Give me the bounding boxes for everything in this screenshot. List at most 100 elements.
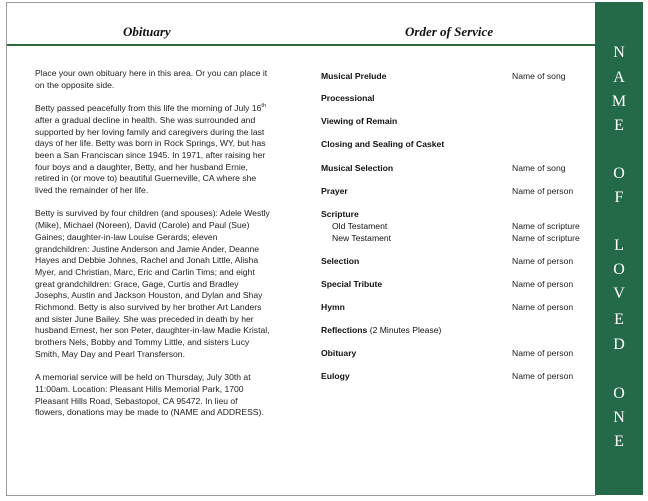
service-item-value: Name of person [512, 371, 574, 381]
name-letter: E [614, 311, 624, 328]
text-line: Josephs, Austin and Jackson Houston, and… [35, 290, 263, 301]
service-item-label: Scripture [321, 208, 359, 220]
service-item-label: Prayer [321, 185, 348, 197]
text-line: husband Ernest, her son Peter, daughter-… [35, 325, 270, 336]
text-line: Hayes and Debbie Johnes, Rachel and Jona… [35, 255, 259, 266]
obituary-paragraph: Place your own obituary here in this are… [35, 68, 295, 91]
label-text: Hymn [321, 302, 345, 312]
service-item: Scripture [321, 208, 591, 220]
text-line: Pleasant Hills Road, Sebastopol, CA 9547… [35, 395, 238, 406]
service-item-label: Viewing of Remain [321, 115, 397, 127]
service-item: Old Testament Name of scripture [321, 220, 591, 232]
text-line: 11:00am. Location: Pleasant Hills Memori… [35, 383, 244, 394]
text-line: Richmond. Betty is also survived by her … [35, 302, 262, 313]
name-letter: O [613, 165, 625, 182]
service-item-label: Closing and Sealing of Casket [321, 138, 444, 150]
order-of-service-title: Order of Service [405, 24, 494, 39]
name-letter: F [614, 189, 624, 206]
label-text: Old Testament [332, 221, 388, 231]
text-line: great grandchildren: Grace, Gage, Curtis… [35, 278, 239, 289]
service-item: Musical Selection Name of song [321, 162, 591, 174]
label-text: Processional [321, 93, 375, 103]
service-item-label: Selection [321, 255, 359, 267]
label-text: Viewing of Remain [321, 116, 398, 126]
name-letter: D [613, 336, 625, 353]
text-line: Gaines; daughter-in-law Louise Gerards; … [35, 231, 218, 242]
label-text: Selection [321, 256, 360, 266]
text-line: been a San Franciscan since 1945. In 197… [35, 149, 266, 160]
service-item-label: Obituary [321, 347, 356, 359]
text-line: and sister June Bailey. She was preceded… [35, 313, 254, 324]
service-item: Reflections (2 Minutes Please) [321, 324, 591, 336]
service-item: Obituary Name of person [321, 347, 591, 359]
label-text: Special Tribute [321, 279, 383, 289]
name-band [595, 2, 643, 495]
text-line: Place your own obituary here in this are… [35, 68, 268, 78]
obituary-paragraph: A memorial service will be held on Thurs… [35, 372, 295, 419]
label-text: New Testament [332, 233, 392, 243]
name-letter: E [614, 433, 624, 450]
label-text: Reflections [321, 325, 368, 335]
label-text: Prayer [321, 186, 348, 196]
obituary-text: Place your own obituary here in this are… [35, 68, 295, 431]
text-line: Myer, and Christian, Marc, Eric and Carl… [35, 266, 255, 277]
text-line: supported by her loving family and careg… [35, 126, 265, 137]
service-item: Selection Name of person [321, 255, 591, 267]
service-item-value: Name of person [512, 348, 574, 358]
text-line: grandchildren: Justine Anderson and Jami… [35, 243, 260, 254]
name-letter: A [613, 69, 625, 86]
name-letter: E [614, 117, 624, 134]
name-letter: L [614, 237, 624, 254]
name-letter: O [613, 261, 625, 278]
label-text: Scripture [321, 209, 359, 219]
text-line: A memorial service will be held on Thurs… [35, 372, 251, 383]
text-line: Betty is survived by four children (and … [35, 208, 270, 219]
service-item-note: (2 Minutes Please) [367, 325, 442, 335]
text-line: days of her life. Betty was born in Rock… [35, 138, 266, 149]
name-letter: V [613, 285, 625, 302]
service-item: Hymn Name of person [321, 301, 591, 313]
text-line: (Mike), Michael (Noreen), David (Carole)… [35, 220, 250, 231]
name-letter: M [611, 93, 627, 110]
service-item: Processional [321, 92, 591, 104]
label-text: Eulogy [321, 371, 350, 381]
label-text: Musical Selection [321, 163, 394, 173]
name-letter: N [613, 409, 625, 426]
service-item-label: Processional [321, 92, 375, 104]
text-line: brothers Nels, Bobby and Tommy Little, a… [35, 337, 250, 348]
label-text: Obituary [321, 348, 357, 358]
service-item: Musical Prelude Name of song [321, 70, 591, 82]
text-line: after a gradual decline in health. She w… [35, 114, 256, 125]
text-line: Smith, May Day and Pearl Transferson. [35, 348, 185, 359]
text-line: flowers, donations may be made to (NAME … [35, 407, 264, 418]
service-item: Prayer Name of person [321, 185, 591, 197]
obituary-paragraph: Betty is survived by four children (and … [35, 208, 295, 360]
label-text: Closing and Sealing of Casket [321, 139, 445, 149]
service-item: Viewing of Remain [321, 115, 591, 127]
service-item-label: Musical Prelude [321, 70, 386, 82]
service-item-value: Name of person [512, 279, 574, 289]
service-item-label: Musical Selection [321, 162, 393, 174]
service-item-label: Old Testament [332, 220, 387, 232]
service-item-label: Special Tribute [321, 278, 382, 290]
program-page [6, 2, 596, 496]
text-line: on the opposite side. [35, 79, 115, 90]
obituary-paragraph: Betty passed peacefully from this life t… [35, 103, 295, 197]
text-line: retired in (or move to) beautiful Guerne… [35, 173, 257, 184]
service-item-value: Name of person [512, 186, 574, 196]
label-text: Musical Prelude [321, 71, 387, 81]
text-line: lived the remainder of her life. [35, 185, 149, 196]
service-item-label: Hymn [321, 301, 345, 313]
service-item-value: Name of person [512, 302, 574, 312]
service-item: Eulogy Name of person [321, 370, 591, 382]
text-line: Betty passed peacefully from this life t… [35, 103, 267, 114]
obituary-title: Obituary [123, 24, 171, 39]
name-letter: O [613, 385, 625, 402]
service-item-value: Name of person [512, 256, 574, 266]
service-item-label: New Testament [332, 232, 391, 244]
service-item-value: Name of scripture [512, 221, 580, 231]
service-item-value: Name of song [512, 163, 566, 173]
superscript: th [261, 103, 267, 110]
service-item-value: Name of song [512, 71, 566, 81]
service-item: Special Tribute Name of person [321, 278, 591, 290]
